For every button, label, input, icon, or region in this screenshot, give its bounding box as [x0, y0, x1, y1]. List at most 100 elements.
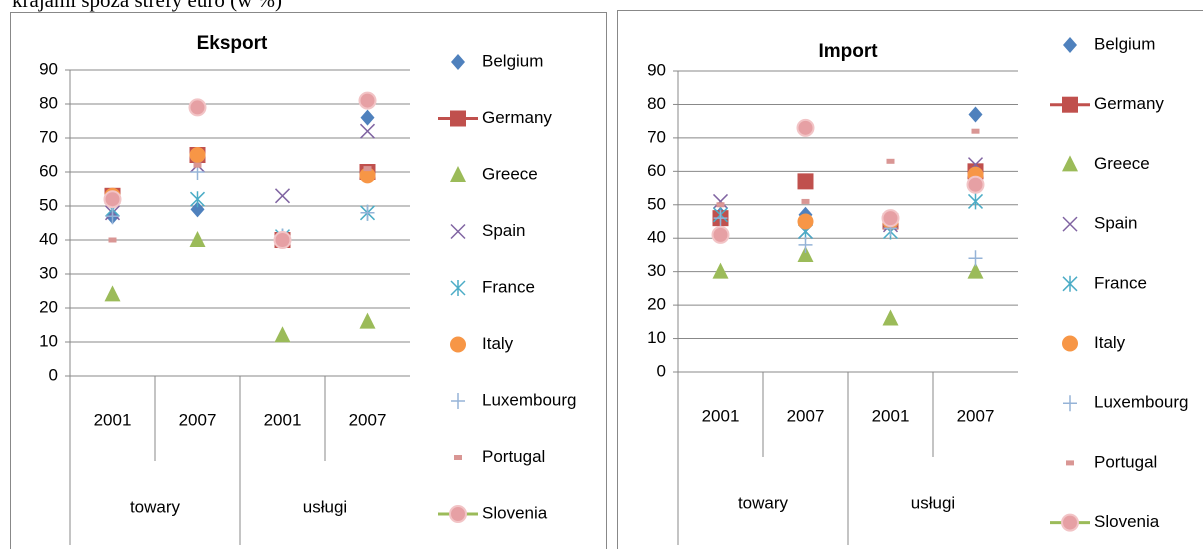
legend-label: Luxembourg	[482, 390, 577, 409]
legend-label: Portugal	[1094, 452, 1157, 471]
y-tick-label: 90	[39, 59, 58, 78]
legend-label: Spain	[482, 221, 525, 240]
chart-title: Eksport	[197, 33, 268, 54]
marker-diamond	[968, 106, 983, 123]
marker-plus	[105, 208, 120, 225]
x-tick-label: 2001	[872, 406, 910, 425]
legend-label: Italy	[482, 334, 514, 353]
y-tick-label: 60	[647, 161, 666, 180]
marker-triangle	[797, 245, 814, 262]
group-label: usługi	[303, 497, 347, 516]
y-tick-label: 0	[49, 365, 58, 384]
y-tick-label: 50	[647, 194, 666, 213]
marker-plus	[798, 236, 813, 253]
marker-circle	[1062, 335, 1078, 352]
marker-ring	[796, 118, 815, 137]
marker-triangle	[274, 326, 291, 343]
legend-label: Belgium	[1094, 34, 1155, 53]
markers	[103, 91, 377, 343]
marker-dash	[801, 198, 810, 204]
y-tick-label: 30	[647, 261, 666, 280]
marker-ring	[188, 98, 207, 117]
marker-triangle	[967, 262, 984, 279]
marker-diamond	[451, 54, 465, 70]
marker-dash	[971, 128, 980, 134]
marker-square	[450, 110, 466, 127]
legend-label: Germany	[482, 108, 552, 127]
marker-x	[359, 123, 376, 139]
legend-label: France	[482, 277, 535, 296]
marker-x	[1062, 216, 1078, 232]
legend-label: Greece	[1094, 154, 1150, 173]
x-tick-label: 2007	[787, 406, 825, 425]
marker-star	[967, 193, 984, 210]
y-tick-label: 20	[39, 297, 58, 316]
x-tick-label: 2007	[179, 410, 217, 429]
y-tick-label: 80	[39, 93, 58, 112]
y-tick-label: 10	[647, 328, 666, 347]
markers	[711, 106, 985, 326]
legend-label: Belgium	[482, 51, 543, 70]
marker-ring	[103, 190, 122, 209]
marker-plus	[713, 210, 728, 227]
y-tick-label: 50	[39, 195, 58, 214]
marker-star	[1062, 275, 1078, 292]
marker-circle	[189, 147, 206, 163]
header-text: krajami spoza strefy euro (w %)	[12, 0, 282, 12]
marker-ring	[711, 225, 730, 244]
marker-dash	[886, 158, 895, 164]
marker-square	[797, 173, 814, 190]
legend-label: France	[1094, 273, 1147, 292]
marker-x	[712, 193, 729, 209]
x-tick-label: 2001	[264, 410, 302, 429]
marker-plus	[451, 393, 465, 409]
y-tick-label: 70	[647, 127, 666, 146]
marker-ring	[358, 91, 377, 110]
marker-circle	[450, 336, 466, 353]
marker-circle	[359, 167, 376, 184]
legend-label: Portugal	[482, 447, 545, 466]
chart-title: Import	[818, 41, 878, 62]
marker-triangle	[712, 262, 729, 279]
legend-label: Italy	[1094, 333, 1126, 352]
y-tick-label: 0	[657, 361, 666, 380]
marker-diamond	[360, 109, 375, 126]
legend-label: Luxembourg	[1094, 393, 1189, 412]
marker-dash	[1066, 460, 1074, 466]
marker-dash	[716, 202, 725, 208]
marker-circle	[797, 213, 814, 230]
marker-ring	[881, 209, 900, 228]
marker-x	[274, 188, 291, 204]
marker-x	[450, 223, 466, 240]
group-label: usługi	[911, 493, 955, 512]
marker-square	[1062, 96, 1078, 113]
group-label: towary	[738, 493, 789, 512]
marker-ring	[449, 505, 467, 523]
y-tick-label: 10	[39, 331, 58, 350]
marker-ring	[966, 175, 985, 194]
x-tick-label: 2001	[702, 406, 740, 425]
marker-triangle	[359, 312, 376, 329]
marker-triangle	[882, 309, 899, 326]
marker-star	[450, 280, 466, 296]
marker-triangle	[104, 285, 121, 302]
y-tick-label: 40	[39, 229, 58, 248]
legend-label: Germany	[1094, 94, 1164, 113]
y-tick-label: 80	[647, 94, 666, 113]
marker-diamond	[190, 201, 205, 218]
x-tick-label: 2007	[349, 410, 387, 429]
y-tick-label: 40	[647, 228, 666, 247]
y-tick-label: 60	[39, 161, 58, 180]
marker-plus	[1063, 395, 1077, 412]
legend-label: Spain	[1094, 214, 1137, 233]
chart-frame	[617, 10, 1203, 549]
marker-triangle	[189, 231, 206, 247]
legend-label: Greece	[482, 164, 538, 183]
y-tick-label: 70	[39, 127, 58, 146]
marker-dash	[108, 237, 117, 243]
y-tick-label: 90	[647, 60, 666, 79]
y-tick-label: 30	[39, 263, 58, 282]
marker-dash	[454, 455, 462, 460]
legend-label: Slovenia	[482, 503, 548, 522]
